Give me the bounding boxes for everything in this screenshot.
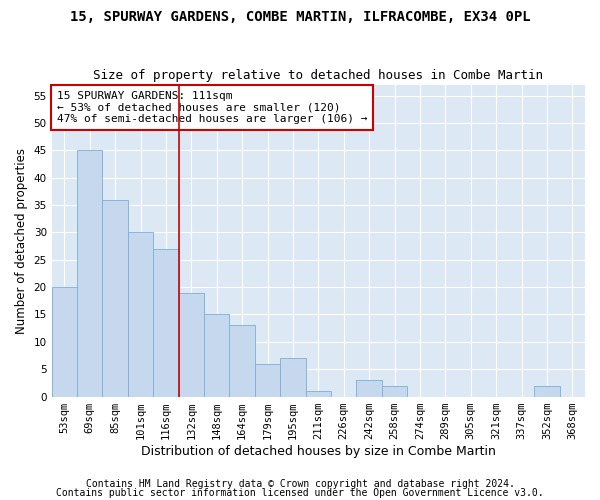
Bar bbox=[52, 287, 77, 397]
Text: 15 SPURWAY GARDENS: 111sqm
← 53% of detached houses are smaller (120)
47% of sem: 15 SPURWAY GARDENS: 111sqm ← 53% of deta… bbox=[57, 91, 367, 124]
Bar bbox=[103, 200, 128, 396]
Bar bbox=[356, 380, 382, 396]
Bar bbox=[280, 358, 305, 397]
Bar bbox=[153, 249, 179, 396]
Text: Contains HM Land Registry data © Crown copyright and database right 2024.: Contains HM Land Registry data © Crown c… bbox=[86, 479, 514, 489]
Bar bbox=[179, 292, 204, 397]
Bar bbox=[77, 150, 103, 396]
Bar bbox=[204, 314, 229, 396]
Text: Contains public sector information licensed under the Open Government Licence v3: Contains public sector information licen… bbox=[56, 488, 544, 498]
Bar bbox=[382, 386, 407, 396]
Bar bbox=[534, 386, 560, 396]
Bar bbox=[229, 326, 255, 396]
Bar bbox=[255, 364, 280, 396]
X-axis label: Distribution of detached houses by size in Combe Martin: Distribution of detached houses by size … bbox=[141, 444, 496, 458]
Y-axis label: Number of detached properties: Number of detached properties bbox=[15, 148, 28, 334]
Bar bbox=[305, 391, 331, 396]
Bar bbox=[128, 232, 153, 396]
Text: 15, SPURWAY GARDENS, COMBE MARTIN, ILFRACOMBE, EX34 0PL: 15, SPURWAY GARDENS, COMBE MARTIN, ILFRA… bbox=[70, 10, 530, 24]
Title: Size of property relative to detached houses in Combe Martin: Size of property relative to detached ho… bbox=[94, 69, 544, 82]
